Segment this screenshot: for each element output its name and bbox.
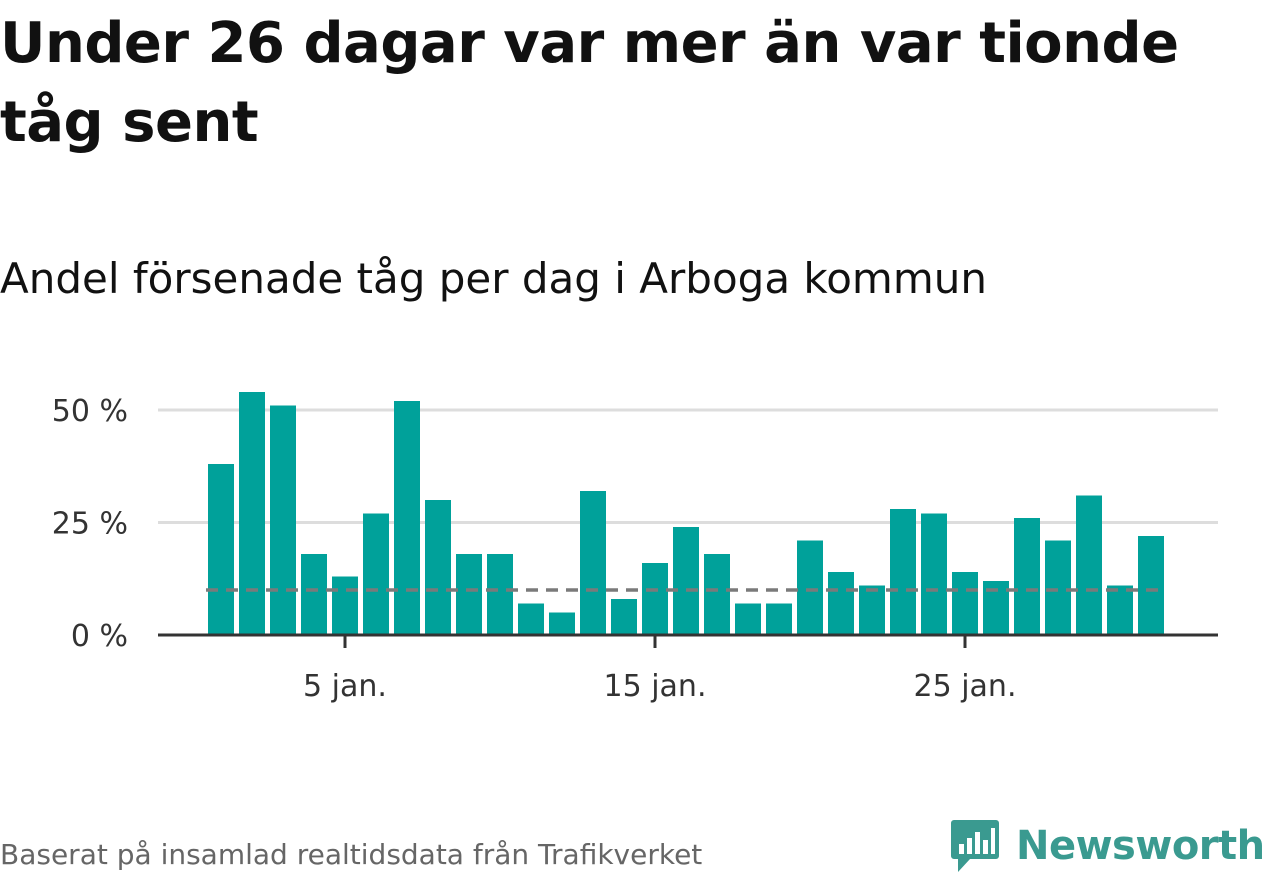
bar (270, 405, 296, 635)
bar (332, 576, 358, 635)
axis-layer (158, 633, 1218, 648)
chart-subtitle: Andel försenade tåg per dag i Arboga kom… (0, 254, 987, 303)
bar (890, 509, 916, 635)
source-note: Baserat på insamlad realtidsdata från Tr… (0, 838, 703, 871)
bar-chart-svg: 0 % 25 % 50 % 5 jan. 15 jan. 25 jan. (52, 392, 1218, 704)
x-tick-label: 15 jan. (604, 669, 707, 704)
bar (828, 572, 854, 635)
bar (580, 491, 606, 635)
bars (208, 392, 1164, 635)
grid-lines (158, 408, 1218, 524)
x-tick-label: 5 jan. (303, 669, 387, 704)
x-tick-label: 25 jan. (914, 669, 1017, 704)
bar (704, 554, 730, 635)
y-tick-label: 50 % (52, 394, 128, 429)
bar (301, 554, 327, 635)
y-tick-label: 25 % (52, 507, 128, 542)
x-tick-labels: 5 jan. 15 jan. 25 jan. (303, 669, 1016, 704)
brand-name: Newsworthy (1016, 823, 1262, 869)
bar (642, 563, 668, 635)
bar (766, 603, 792, 635)
bar (921, 513, 947, 635)
bar (208, 464, 234, 635)
bar (239, 392, 265, 635)
bar (518, 603, 544, 635)
newsworthy-logo: Newsworthy (950, 818, 1262, 874)
bar (952, 572, 978, 635)
bar (549, 612, 575, 635)
y-tick-label: 0 % (71, 619, 128, 654)
bar (735, 603, 761, 635)
bar (1045, 540, 1071, 635)
bar-chart: 0 % 25 % 50 % 5 jan. 15 jan. 25 jan. (0, 360, 1262, 720)
bar (859, 585, 885, 635)
bar (1138, 536, 1164, 635)
bar (673, 527, 699, 635)
bar (1076, 495, 1102, 635)
bar-chart-speech-bubble-icon (951, 820, 999, 872)
bar (456, 554, 482, 635)
chart-title: Under 26 dagar var mer än var tionde tåg… (0, 11, 1179, 155)
bar (797, 540, 823, 635)
bar (394, 401, 420, 635)
bar (487, 554, 513, 635)
bar (611, 599, 637, 635)
y-tick-labels: 0 % 25 % 50 % (52, 394, 128, 654)
bar (1107, 585, 1133, 635)
bar (1014, 518, 1040, 635)
bar (425, 500, 451, 635)
bar (363, 513, 389, 635)
